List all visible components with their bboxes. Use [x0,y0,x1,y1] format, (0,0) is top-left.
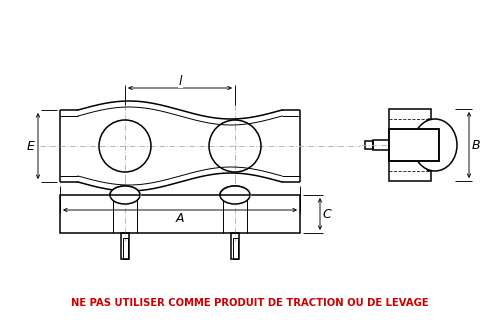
Text: C: C [322,207,332,220]
Bar [60,195,300,233]
Bar [231,233,239,259]
Text: B: B [472,139,480,151]
Text: NE PAS UTILISER COMME PRODUIT DE TRACTION OU DE LEVAGE: NE PAS UTILISER COMME PRODUIT DE TRACTIO… [71,298,429,308]
Bar [389,109,431,181]
Bar [389,129,439,161]
Bar [122,238,128,259]
Bar [389,129,439,161]
Text: l: l [178,75,182,87]
Bar [365,141,373,149]
Ellipse shape [423,119,435,171]
Ellipse shape [220,186,250,204]
Bar [373,140,389,150]
Text: E: E [27,140,35,153]
Bar [121,233,129,259]
Text: A: A [176,212,184,225]
Bar [232,238,237,259]
Ellipse shape [413,119,457,171]
Ellipse shape [110,186,140,204]
